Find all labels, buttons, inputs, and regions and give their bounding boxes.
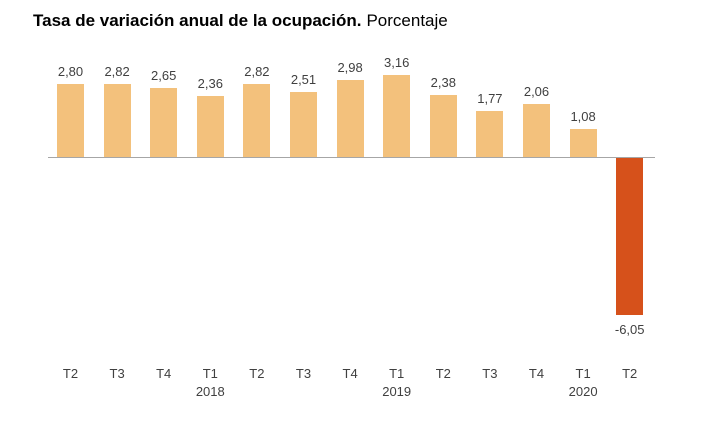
x-axis-label: T4: [156, 366, 172, 381]
bar: [103, 83, 131, 157]
x-axis-year-label: 2018: [195, 384, 225, 399]
chart-title-main: Tasa de variación anual de la ocupación.: [33, 11, 362, 30]
bar: [429, 95, 457, 157]
bar-value-label: 2,82: [104, 63, 130, 79]
x-axis-label: T3: [295, 366, 312, 381]
bar: [57, 84, 84, 157]
x-axis-label: T2: [622, 366, 638, 381]
bar-value-label: 2,06: [523, 83, 550, 99]
x-axis-label: T3: [109, 366, 125, 381]
bar-value-label: 2,80: [57, 64, 84, 80]
bar: [336, 79, 364, 157]
x-axis-line: [48, 157, 655, 158]
bar: [243, 83, 271, 157]
bar: [476, 111, 504, 157]
bar: [569, 129, 597, 157]
bar-value-label: 2,36: [197, 75, 223, 91]
chart-title-sub: Porcentaje: [366, 11, 448, 30]
bar-value-label: 2,82: [244, 63, 270, 79]
bar-value-label: 1,77: [477, 91, 503, 107]
bar-value-label: 1,08: [570, 109, 596, 125]
x-axis-label: T1: [389, 366, 405, 381]
bar: [196, 95, 224, 157]
bar-value-label: -6,05: [614, 321, 645, 337]
bar: [150, 88, 178, 157]
bar-value-label: 3,16: [384, 55, 410, 71]
bar: [616, 158, 644, 315]
x-axis-year-label: 2019: [382, 384, 412, 399]
x-axis-label: T1: [202, 366, 218, 381]
x-axis-label: T2: [435, 366, 451, 381]
x-axis-label: T3: [482, 366, 498, 381]
bar: [523, 103, 550, 157]
x-axis-year-label: 2020: [568, 384, 598, 399]
x-axis-label: T2: [249, 366, 265, 381]
bar-value-label: 2,38: [430, 75, 456, 91]
x-axis-label: T4: [528, 366, 545, 381]
bar: [290, 91, 317, 157]
x-axis-label: T1: [575, 366, 591, 381]
bar-value-label: 2,65: [151, 68, 177, 84]
x-axis-label: T2: [62, 366, 79, 381]
chart-title: Tasa de variación anual de la ocupación.…: [33, 10, 448, 32]
x-axis-label: T4: [342, 366, 358, 381]
bar-value-label: 2,98: [337, 59, 363, 75]
bar-value-label: 2,51: [290, 71, 317, 87]
bar: [383, 75, 411, 157]
